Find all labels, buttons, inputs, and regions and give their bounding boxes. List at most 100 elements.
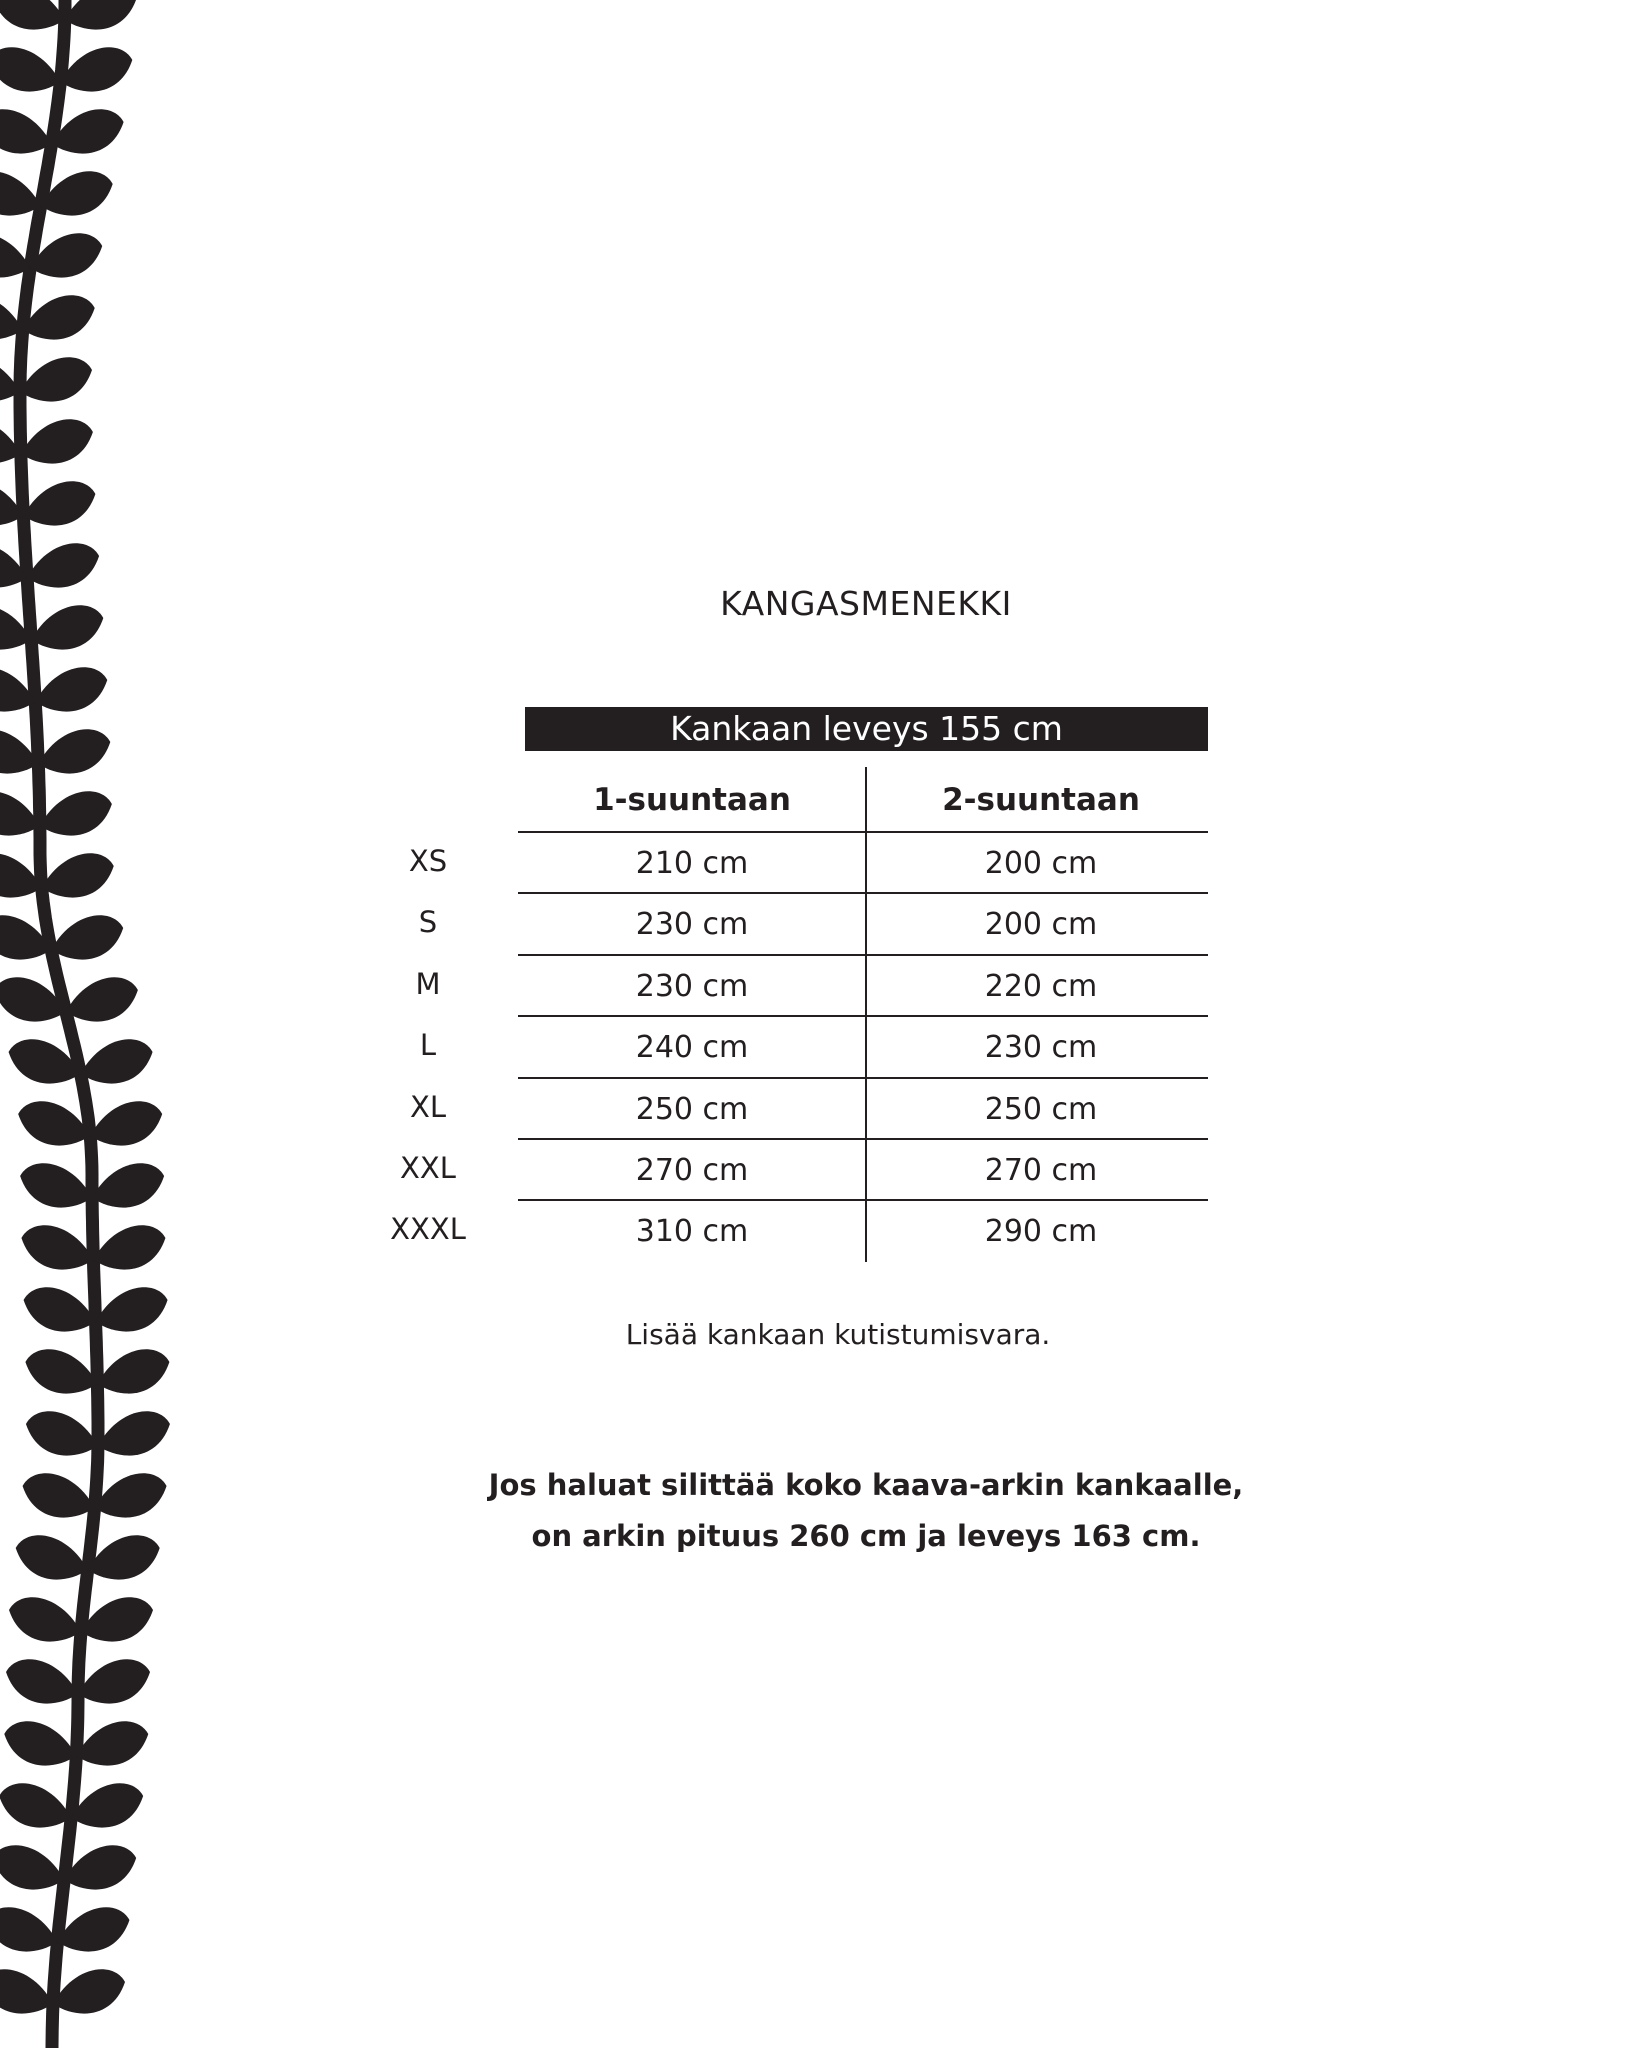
vine-stem <box>13 0 105 2048</box>
leaf-icon <box>51 915 124 960</box>
size-label: XXXL <box>390 1212 466 1247</box>
leaf-icon <box>4 1721 77 1766</box>
table-row: 230 cm 220 cm <box>518 953 1208 1017</box>
cell-1-suuntaan: 310 cm <box>635 1214 749 1250</box>
leaf-icon <box>64 1845 137 1890</box>
leaf-icon <box>41 853 114 898</box>
leaf-icon <box>78 1659 151 1704</box>
size-label: S <box>418 905 438 940</box>
leaf-icon <box>0 172 41 216</box>
cell-2-suuntaan: 250 cm <box>984 1091 1098 1127</box>
sheet-info-line-1: Jos haluat silittää koko kaava-arkin kan… <box>488 1468 1244 1502</box>
cell-1-suuntaan: 230 cm <box>635 907 749 943</box>
leaf-icon <box>92 1163 165 1208</box>
leaf-icon <box>30 233 103 278</box>
table-header-bar: Kankaan leveys 155 cm <box>525 707 1208 751</box>
leaf-icon <box>20 1163 93 1208</box>
leaf-icon <box>97 1411 170 1456</box>
size-label: XS <box>408 844 448 878</box>
cell-1-suuntaan: 230 cm <box>635 968 749 1004</box>
cell-1-suuntaan: 240 cm <box>635 1030 749 1066</box>
leaf-icon <box>97 1349 170 1394</box>
size-label: XXL <box>400 1151 456 1185</box>
leaf-icon <box>0 0 65 30</box>
leaf-icon <box>64 0 136 30</box>
leaf-icon <box>15 1535 88 1580</box>
cell-2-suuntaan: 220 cm <box>984 968 1098 1004</box>
leaf-icon <box>8 1039 81 1084</box>
leaf-icon <box>0 1969 54 2014</box>
cell-2-suuntaan: 200 cm <box>984 846 1098 881</box>
leaf-icon <box>20 357 92 402</box>
cell-1-suuntaan: 270 cm <box>635 1153 749 1188</box>
table-row: 270 cm 270 cm <box>518 1138 1208 1201</box>
leaf-icon <box>0 669 36 712</box>
leaf-icon <box>23 481 96 526</box>
leaf-vine-decoration <box>0 0 170 2048</box>
table-row: 310 cm 290 cm <box>518 1199 1208 1262</box>
leaf-icon <box>0 915 52 960</box>
leaf-icon <box>27 543 100 588</box>
table-row: 250 cm 250 cm <box>518 1076 1208 1140</box>
leaf-icon <box>71 1783 144 1828</box>
leaf-icon <box>0 367 20 401</box>
leaf-icon <box>53 1969 126 2014</box>
leaf-icon <box>0 730 39 774</box>
shrinkage-note: Lisää kankaan kutistumisvara. <box>625 1318 1051 1351</box>
leaf-icon <box>0 792 40 836</box>
leaf-icon <box>0 304 23 339</box>
leaf-icon <box>38 729 111 774</box>
leaf-icon <box>22 1473 95 1518</box>
leaf-icon <box>94 1473 167 1518</box>
cell-1-suuntaan: 250 cm <box>635 1091 749 1127</box>
leaf-icon <box>90 1101 163 1146</box>
size-label: M <box>415 966 441 1001</box>
leaf-icon <box>0 977 66 1022</box>
leaf-icon <box>21 1225 94 1270</box>
leaf-icon <box>0 549 28 588</box>
cell-2-suuntaan: 270 cm <box>984 1153 1098 1188</box>
size-label: L <box>419 1028 437 1063</box>
column-header-2: 2-suuntaan <box>942 782 1140 818</box>
leaf-icon <box>0 853 42 898</box>
leaf-icon <box>25 1349 98 1394</box>
leaf-icon <box>93 1225 166 1270</box>
cell-1-suuntaan: 210 cm <box>635 846 749 881</box>
leaf-icon <box>35 667 108 712</box>
leaf-icon <box>0 609 32 650</box>
table-row: 240 cm 230 cm <box>518 1015 1208 1078</box>
leaf-icon <box>25 1411 98 1456</box>
cell-2-suuntaan: 200 cm <box>984 907 1098 943</box>
leaf-icon <box>23 1287 96 1332</box>
leaf-icon <box>95 1287 168 1332</box>
leaf-icon <box>0 47 61 92</box>
leaf-icon <box>0 429 21 463</box>
leaf-icon <box>80 1039 153 1084</box>
table-row: 230 cm 200 cm <box>518 892 1208 955</box>
leaf-icon <box>18 1101 91 1146</box>
leaf-icon <box>76 1721 149 1766</box>
leaf-icon <box>20 419 93 464</box>
leaf-icon <box>39 791 112 836</box>
leaf-icon <box>57 1907 130 1952</box>
column-divider <box>865 767 867 1262</box>
leaf-icon <box>40 171 113 216</box>
leaf-icon <box>0 109 52 154</box>
cell-2-suuntaan: 230 cm <box>984 1030 1098 1066</box>
sheet-info-line-2: on arkin pituus 260 cm ja leveys 163 cm. <box>531 1519 1201 1553</box>
leaf-icon <box>60 47 133 92</box>
leaf-icon <box>8 1597 81 1642</box>
leaf-icon <box>31 605 104 650</box>
table-row: 210 cm 200 cm <box>518 831 1208 894</box>
leaf-icon <box>0 489 24 525</box>
leaf-icon <box>0 1783 72 1828</box>
cell-2-suuntaan: 290 cm <box>984 1214 1098 1250</box>
page-title: KANGASMENEKKI <box>720 584 1012 623</box>
leaf-icon <box>51 109 124 154</box>
leaf-icon <box>22 295 95 340</box>
size-label: XL <box>409 1089 447 1124</box>
leaf-icon <box>0 1907 58 1952</box>
leaf-icon <box>87 1535 160 1580</box>
leaf-icon <box>80 1597 153 1642</box>
leaf-icon <box>65 977 138 1022</box>
